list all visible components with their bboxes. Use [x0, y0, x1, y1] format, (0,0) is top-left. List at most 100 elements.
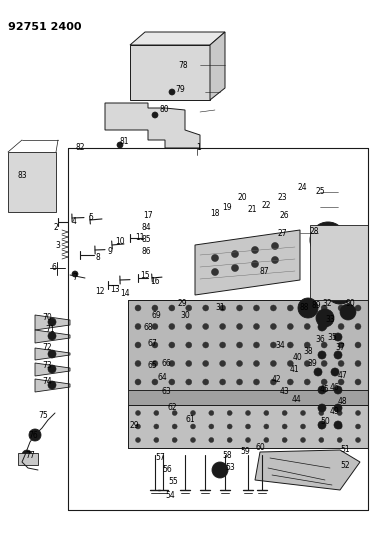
Text: 16: 16 — [150, 278, 160, 287]
Circle shape — [246, 424, 250, 429]
Text: 17: 17 — [143, 211, 152, 220]
Circle shape — [152, 324, 158, 329]
Text: 11: 11 — [135, 232, 144, 241]
Circle shape — [203, 342, 209, 348]
Circle shape — [304, 305, 310, 311]
Circle shape — [272, 243, 278, 249]
Circle shape — [237, 360, 242, 367]
Text: 8: 8 — [95, 253, 100, 262]
Text: 15: 15 — [140, 271, 150, 279]
Polygon shape — [18, 453, 38, 465]
Circle shape — [254, 379, 259, 385]
Circle shape — [287, 305, 293, 311]
Circle shape — [304, 324, 310, 329]
Polygon shape — [130, 32, 225, 45]
Text: 2: 2 — [54, 223, 59, 232]
Circle shape — [169, 89, 175, 95]
Text: 81: 81 — [120, 138, 129, 147]
Polygon shape — [105, 103, 200, 148]
Text: 69: 69 — [152, 311, 162, 319]
Text: 43: 43 — [280, 387, 290, 397]
Circle shape — [237, 305, 242, 311]
Circle shape — [246, 410, 250, 416]
Circle shape — [219, 360, 226, 367]
Text: 86: 86 — [142, 247, 152, 256]
Circle shape — [301, 410, 306, 416]
Circle shape — [211, 269, 218, 276]
Circle shape — [337, 410, 342, 416]
Circle shape — [209, 424, 214, 429]
Circle shape — [154, 438, 159, 442]
Polygon shape — [128, 405, 368, 448]
Text: 13: 13 — [110, 286, 119, 295]
Circle shape — [270, 360, 277, 367]
Text: 52: 52 — [340, 461, 350, 470]
Circle shape — [321, 360, 327, 367]
Circle shape — [254, 324, 259, 329]
Polygon shape — [35, 330, 70, 343]
Circle shape — [264, 410, 269, 416]
Polygon shape — [35, 315, 70, 330]
Text: 59: 59 — [240, 448, 250, 456]
Circle shape — [186, 324, 192, 329]
Text: 4: 4 — [72, 217, 77, 227]
Circle shape — [254, 360, 259, 367]
Text: 34: 34 — [275, 341, 285, 350]
Circle shape — [304, 342, 310, 348]
Circle shape — [355, 324, 361, 329]
Circle shape — [117, 142, 123, 148]
Circle shape — [169, 305, 175, 311]
Circle shape — [287, 324, 293, 329]
Text: 9: 9 — [108, 247, 113, 256]
Circle shape — [334, 333, 342, 341]
Circle shape — [337, 424, 342, 429]
Text: 64: 64 — [158, 374, 168, 383]
Circle shape — [169, 360, 175, 367]
Circle shape — [355, 424, 360, 429]
Text: 68: 68 — [143, 324, 152, 333]
Text: 74: 74 — [42, 377, 52, 386]
Polygon shape — [130, 45, 210, 100]
Circle shape — [270, 305, 277, 311]
Circle shape — [190, 410, 195, 416]
Circle shape — [186, 305, 192, 311]
Circle shape — [190, 438, 195, 442]
Text: 66: 66 — [162, 359, 172, 368]
Text: 73: 73 — [42, 360, 52, 369]
Circle shape — [254, 342, 259, 348]
Polygon shape — [35, 348, 70, 360]
Circle shape — [282, 410, 287, 416]
Polygon shape — [128, 300, 368, 390]
Bar — [8, 152, 56, 212]
Circle shape — [237, 379, 242, 385]
Circle shape — [334, 421, 342, 429]
Circle shape — [264, 438, 269, 442]
Circle shape — [338, 379, 344, 385]
Text: 45: 45 — [320, 385, 330, 394]
Text: 23: 23 — [278, 192, 288, 201]
Polygon shape — [255, 450, 360, 490]
Text: 26: 26 — [280, 211, 290, 220]
Text: 48: 48 — [338, 398, 348, 407]
Circle shape — [135, 324, 141, 329]
Bar — [128, 300, 343, 448]
Text: 89: 89 — [312, 301, 322, 310]
Text: 49: 49 — [330, 408, 340, 416]
Circle shape — [135, 360, 141, 367]
Text: 75: 75 — [38, 410, 48, 419]
Circle shape — [152, 112, 158, 118]
Circle shape — [334, 404, 342, 412]
Circle shape — [135, 379, 141, 385]
Text: 18: 18 — [210, 208, 219, 217]
Circle shape — [316, 309, 334, 327]
Circle shape — [172, 410, 177, 416]
Circle shape — [227, 438, 232, 442]
Text: 36: 36 — [315, 335, 325, 344]
Text: 76: 76 — [28, 431, 38, 440]
Text: 57: 57 — [155, 454, 165, 463]
Circle shape — [334, 351, 342, 359]
Text: 82: 82 — [75, 143, 85, 152]
Text: 62: 62 — [167, 402, 177, 411]
Circle shape — [321, 342, 327, 348]
Text: 32: 32 — [322, 298, 332, 308]
